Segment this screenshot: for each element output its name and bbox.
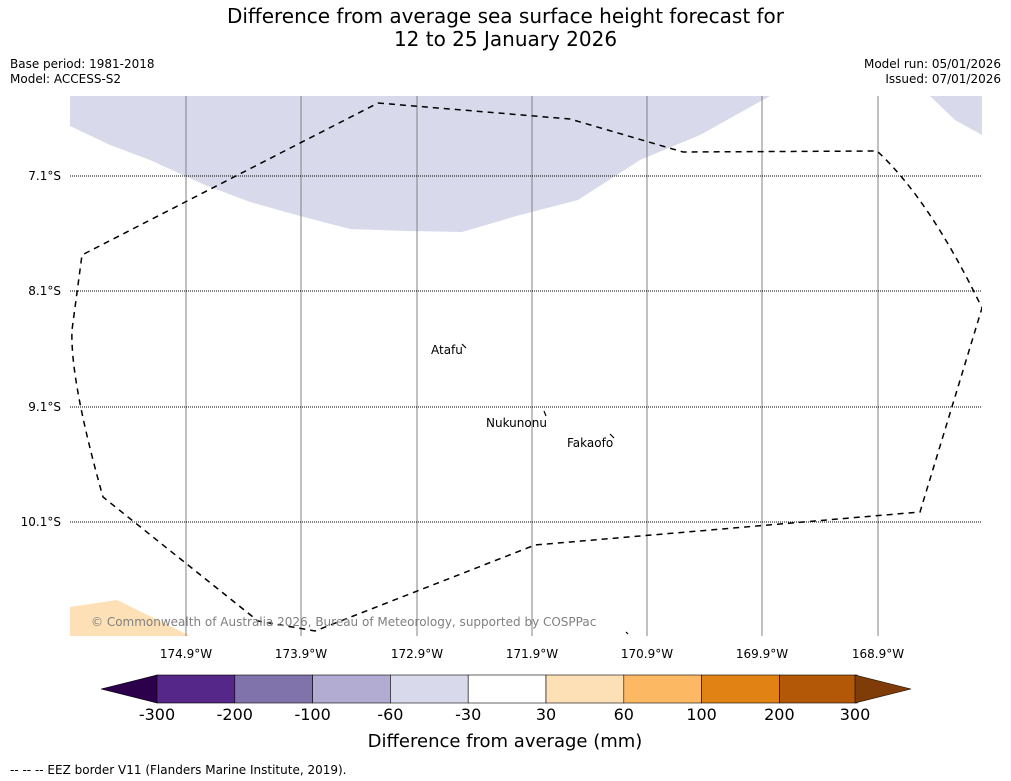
lat-label-101: 10.1°S	[21, 515, 61, 529]
eez-legend-note: -- -- -- EEZ border V11 (Flanders Marine…	[10, 763, 347, 777]
nukunonu-island-icon	[543, 410, 547, 417]
chart-title: Difference from average sea surface heig…	[0, 5, 1011, 51]
lon-label-1739: 173.9°W	[275, 647, 327, 661]
colorbar-tick-10: 300	[840, 705, 871, 724]
colorbar-extend-low	[100, 674, 158, 704]
colorbar-bin-6	[545, 674, 625, 704]
colorbar-extend-high	[854, 674, 912, 704]
title-line-2: 12 to 25 January 2026	[393, 27, 618, 51]
atafu-island-icon	[461, 343, 467, 349]
colorbar-tick-4: -60	[377, 705, 403, 724]
colorbar-title: Difference from average (mm)	[368, 731, 643, 752]
swains-island-icon	[625, 631, 629, 635]
meta-right: Model run: 05/01/2026 Issued: 07/01/2026	[864, 57, 1001, 87]
copyright-notice: © Commonwealth of Australia 2026, Bureau…	[91, 615, 596, 629]
longitude-labels: 174.9°W 173.9°W 172.9°W 171.9°W 170.9°W …	[160, 647, 904, 661]
latitude-labels: 7.1°S 8.1°S 9.1°S 10.1°S	[21, 169, 61, 529]
place-label-fakaofo: Fakaofo	[567, 436, 613, 450]
colorbar-tick-6: 30	[536, 705, 556, 724]
colorbar-bin-1	[156, 674, 236, 704]
anomaly-region-negative-north	[70, 96, 770, 232]
latitude-gridlines	[70, 175, 982, 523]
fakaofo-island-icon	[609, 433, 615, 439]
longitude-gridlines	[185, 96, 879, 636]
colorbar-tick-3: -100	[294, 705, 330, 724]
map-area: Atafu Nukunonu Fakaofo © Commonwealth of…	[70, 96, 982, 636]
lat-label-71: 7.1°S	[28, 169, 61, 183]
colorbar-bin-4	[390, 674, 469, 704]
place-label-atafu: Atafu	[431, 343, 463, 357]
colorbar-bin-5	[467, 674, 547, 704]
lat-label-91: 9.1°S	[28, 400, 61, 414]
base-period: Base period: 1981-2018	[10, 57, 155, 71]
colorbar-ticks: -300 -200 -100 -60 -30 30 60 100 200 300	[139, 705, 870, 724]
colorbar-tick-2: -200	[217, 705, 253, 724]
colorbar-bin-8	[701, 674, 780, 704]
colorbar-tick-9: 200	[764, 705, 795, 724]
colorbar-tick-5: -30	[455, 705, 481, 724]
model-run: Model run: 05/01/2026	[863, 57, 1001, 71]
title-line-1: Difference from average sea surface heig…	[226, 4, 785, 28]
model-name: Model: ACCESS-S2	[10, 72, 122, 86]
lat-label-81: 8.1°S	[28, 284, 61, 298]
colorbar-tick-1: -300	[139, 705, 175, 724]
lon-label-1729: 172.9°W	[391, 647, 443, 661]
colorbar-bin-7	[623, 674, 702, 704]
anomaly-region-positive-southwest	[70, 600, 190, 636]
lon-label-1709: 170.9°W	[621, 647, 673, 661]
place-label-nukunonu: Nukunonu	[486, 416, 547, 430]
colorbar-bin-3	[312, 674, 391, 704]
island-markers	[461, 343, 629, 635]
colorbar-tick-8: 100	[686, 705, 717, 724]
anomaly-region-negative-northeast	[930, 96, 982, 135]
lon-label-1689: 168.9°W	[852, 647, 904, 661]
colorbar-bin-9	[779, 674, 858, 704]
lon-label-1749: 174.9°W	[160, 647, 212, 661]
issued-date: Issued: 07/01/2026	[885, 72, 1001, 86]
lon-label-1719: 171.9°W	[506, 647, 558, 661]
colorbar-tick-7: 60	[614, 705, 634, 724]
colorbar-bin-2	[234, 674, 313, 704]
lon-label-1699: 169.9°W	[736, 647, 788, 661]
meta-left: Base period: 1981-2018 Model: ACCESS-S2	[10, 57, 155, 87]
colorbar: -300 -200 -100 -60 -30 30 60 100 200 300…	[100, 674, 912, 752]
